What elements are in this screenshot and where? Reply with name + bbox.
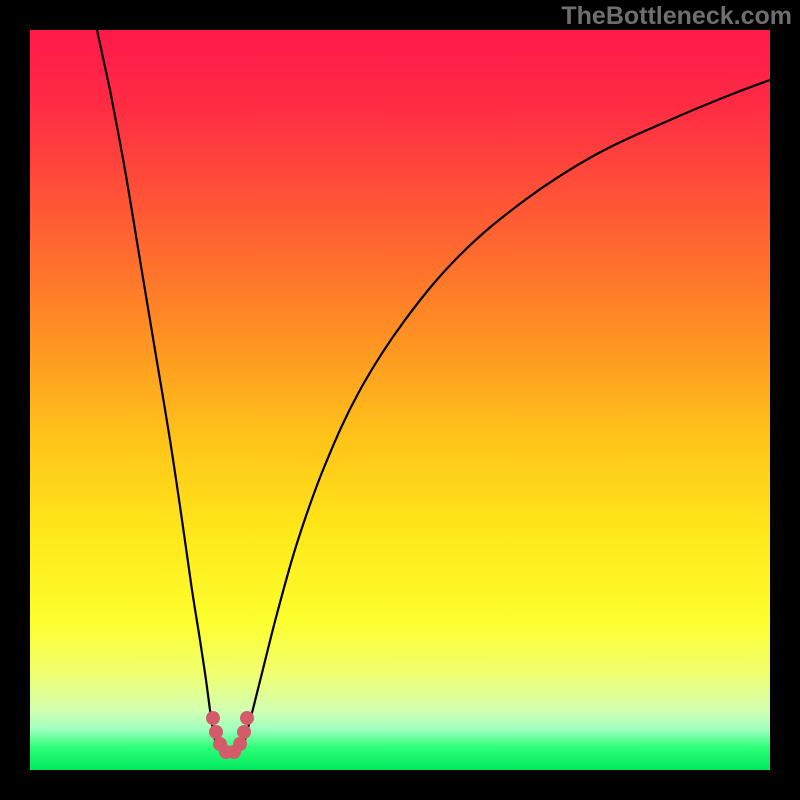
plot-gradient-background — [30, 30, 770, 770]
minimum-marker — [240, 711, 254, 725]
minimum-marker — [209, 725, 223, 739]
plot-area — [30, 30, 773, 770]
minimum-marker — [237, 725, 251, 739]
minimum-marker — [206, 711, 220, 725]
minimum-marker — [233, 737, 247, 751]
bottleneck-chart-svg — [0, 0, 800, 800]
watermark-text: TheBottleneck.com — [561, 2, 792, 31]
chart-frame: TheBottleneck.com — [0, 0, 800, 800]
